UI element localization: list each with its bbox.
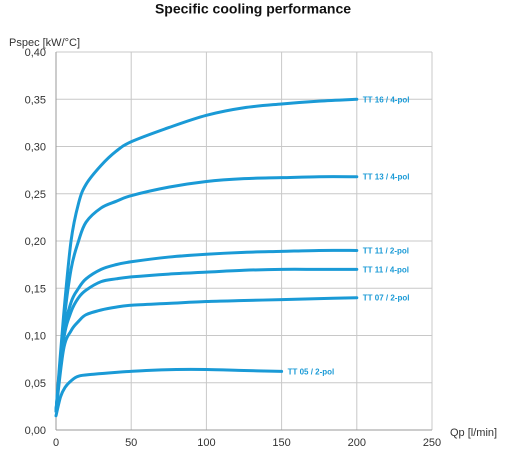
series-label: TT 11 / 4-pol [363,265,409,274]
series-label: TT 11 / 2-pol [363,246,409,255]
series-line [54,296,359,413]
series-labels: TT 16 / 4-pol TT 13 / 4-pol TT 11 / 2-pol T… [288,95,410,376]
y-tick-label: 0,40 [25,47,46,59]
chart-title: Specific cooling performance [155,0,351,16]
series-line [54,175,359,413]
series-label: TT 07 / 2-pol [363,294,410,303]
series-line [54,248,359,413]
series-label: TT 13 / 4-pol [363,173,410,182]
x-axis-label: Qp [l/min] [450,427,497,439]
y-tick-label: 0,35 [25,94,46,106]
series-line [54,367,284,418]
y-tick-label: 0,30 [25,142,46,154]
y-tick-label: 0,05 [25,378,46,390]
series-lines [54,97,359,418]
series-line [54,267,359,413]
series-label: TT 05 / 2-pol [288,367,335,376]
series-label: TT 16 / 4-pol [363,95,410,104]
x-tick-label: 200 [348,437,366,449]
gridlines [56,51,433,430]
x-tick-label: 250 [423,437,441,449]
x-tick-label: 100 [197,437,215,449]
y-tick-label: 0,15 [25,283,46,295]
axes [55,52,432,431]
x-tick-label: 50 [125,437,137,449]
y-tick-label: 0,10 [25,331,46,343]
y-tick-label: 0,25 [25,189,46,201]
x-tick-label: 150 [272,437,290,449]
y-tick-label: 0,00 [25,425,46,437]
y-tick-labels: 0,00 0,05 0,10 0,15 0,20 0,25 0,30 0,35 0,40 [25,47,46,437]
y-tick-label: 0,20 [25,236,46,248]
series-line [54,97,359,413]
y-axis-label: Pspec [kW/°C] [9,37,80,49]
x-tick-labels: 0 50 100 150 200 250 [53,437,441,449]
x-tick-label: 0 [53,437,59,449]
